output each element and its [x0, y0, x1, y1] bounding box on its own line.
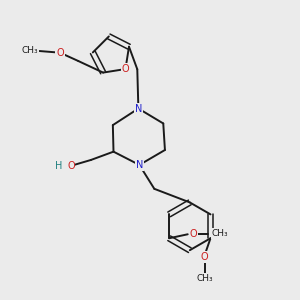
Text: CH₃: CH₃: [212, 229, 228, 238]
Text: O: O: [56, 48, 64, 58]
Text: CH₃: CH₃: [196, 274, 213, 283]
Text: N: N: [136, 160, 143, 170]
Text: O: O: [67, 161, 75, 171]
Text: O: O: [201, 252, 208, 262]
Text: O: O: [122, 64, 129, 74]
Text: N: N: [135, 103, 142, 113]
Text: H: H: [55, 161, 62, 171]
Text: CH₃: CH₃: [22, 46, 38, 55]
Text: O: O: [189, 229, 197, 239]
